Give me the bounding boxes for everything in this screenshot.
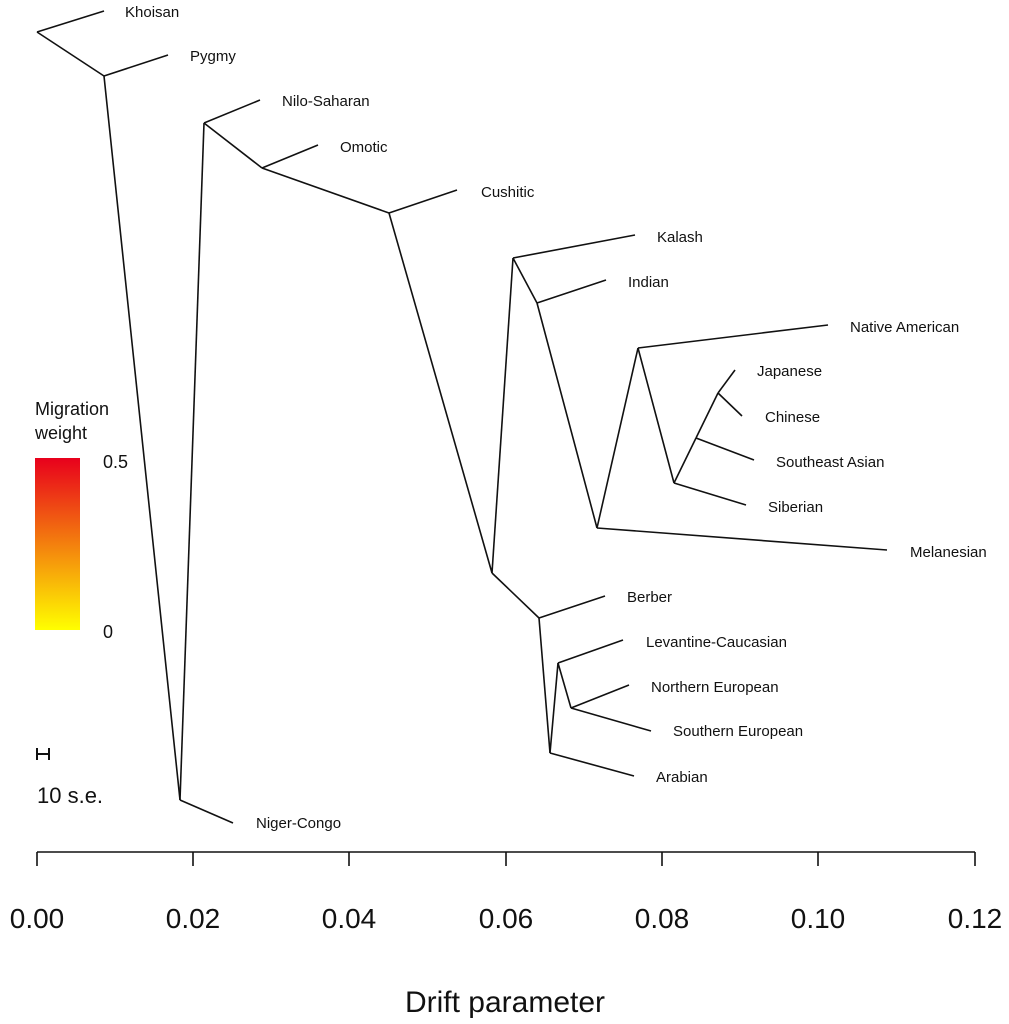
x-tick-label-3: 0.06 [479,903,534,934]
legend-max-label: 0.5 [103,452,128,472]
edge-nilo-saharan [203,99,261,124]
leaf-label-pygmy: Pygmy [190,48,236,65]
edge-to-sea-node [673,437,697,484]
edge-cushitic [388,189,458,214]
legend-color-bar [35,458,80,630]
edge-to-indian-node [512,257,538,304]
edge-to-japanese-node [695,392,719,439]
edge-to-asia-node [536,302,598,529]
edge-native-american [637,324,829,349]
leaf-label-levantine-caucasian: Levantine-Caucasian [646,634,787,651]
edge-niger-congo [179,799,234,824]
x-tick-label-4: 0.08 [635,903,690,934]
legend-min-label: 0 [103,622,113,642]
edge-omotic [261,144,319,169]
legend-title-line1: Migration [35,399,109,419]
x-tick-label-5: 0.10 [791,903,846,934]
edge-southern-european [570,707,652,732]
edge-chinese [717,392,743,417]
leaf-label-native-american: Native American [850,319,959,336]
edge-root-pygmy-node [36,31,105,77]
leaf-label-southern-european: Southern European [673,723,803,740]
leaf-label-omotic: Omotic [340,139,388,156]
leaf-label-niger-congo: Niger-Congo [256,815,341,832]
edge-to-berber-node [491,572,540,619]
edge-melanesian [596,527,888,551]
edge-to-europe-node [557,662,572,709]
edge-to-native-node [596,347,639,529]
leaf-label-berber: Berber [627,589,672,606]
edge-to-levantine-node [549,662,559,754]
leaf-label-indian: Indian [628,274,669,291]
leaf-label-nilo-saharan: Nilo-Saharan [282,93,370,110]
edge-to-eastasia-node [637,347,675,484]
leaf-label-cushitic: Cushitic [481,184,535,201]
edge-to-nonafrican-node [388,212,493,574]
leaf-label-siberian: Siberian [768,499,823,516]
edge-to-arabian-node [538,617,551,754]
edge-kalash [512,234,636,259]
leaf-label-japanese: Japanese [757,363,822,380]
edge-northern-european [570,684,630,709]
leaf-label-northern-european: Northern European [651,679,779,696]
edge-to-nilo-node [179,122,205,801]
x-tick-label-0: 0.00 [10,903,65,934]
leaf-label-melanesian: Melanesian [910,544,987,561]
edge-pygmy [103,54,169,77]
leaf-label-arabian: Arabian [656,769,708,786]
tree-edges [36,10,888,824]
x-tick-label-2: 0.04 [322,903,377,934]
edge-arabian [549,752,635,777]
leaf-label-chinese: Chinese [765,409,820,426]
edge-to-niger-congo-node [103,75,181,801]
leaf-label-southeast-asian: Southeast Asian [776,454,884,471]
leaf-labels: Khoisan Pygmy Nilo-Saharan Omotic Cushit… [125,4,987,832]
scale-bar-label: 10 s.e. [37,783,103,808]
x-axis: 0.00 0.02 0.04 0.06 0.08 0.10 0.12 Drift… [10,851,1003,1019]
leaf-label-khoisan: Khoisan [125,4,179,21]
edge-indian [536,279,607,304]
legend-title-line2: weight [34,423,87,443]
x-tick-label-1: 0.02 [166,903,221,934]
edge-siberian [673,482,747,506]
edge-berber [538,595,606,619]
edge-to-cushitic-node [261,167,390,214]
edge-levantine-caucasian [557,639,624,664]
scale-bar: 10 s.e. [36,748,103,808]
edge-japanese [717,369,736,394]
leaf-label-kalash: Kalash [657,229,703,246]
x-tick-label-6: 0.12 [948,903,1003,934]
migration-legend: Migration weight 0.5 0 [34,399,128,642]
edge-to-omotic-node [203,122,263,169]
edge-southeast-asian [695,437,755,461]
edge-root-khoisan [36,10,105,33]
x-axis-title: Drift parameter [405,986,605,1019]
edge-to-kalash-node [491,257,514,574]
